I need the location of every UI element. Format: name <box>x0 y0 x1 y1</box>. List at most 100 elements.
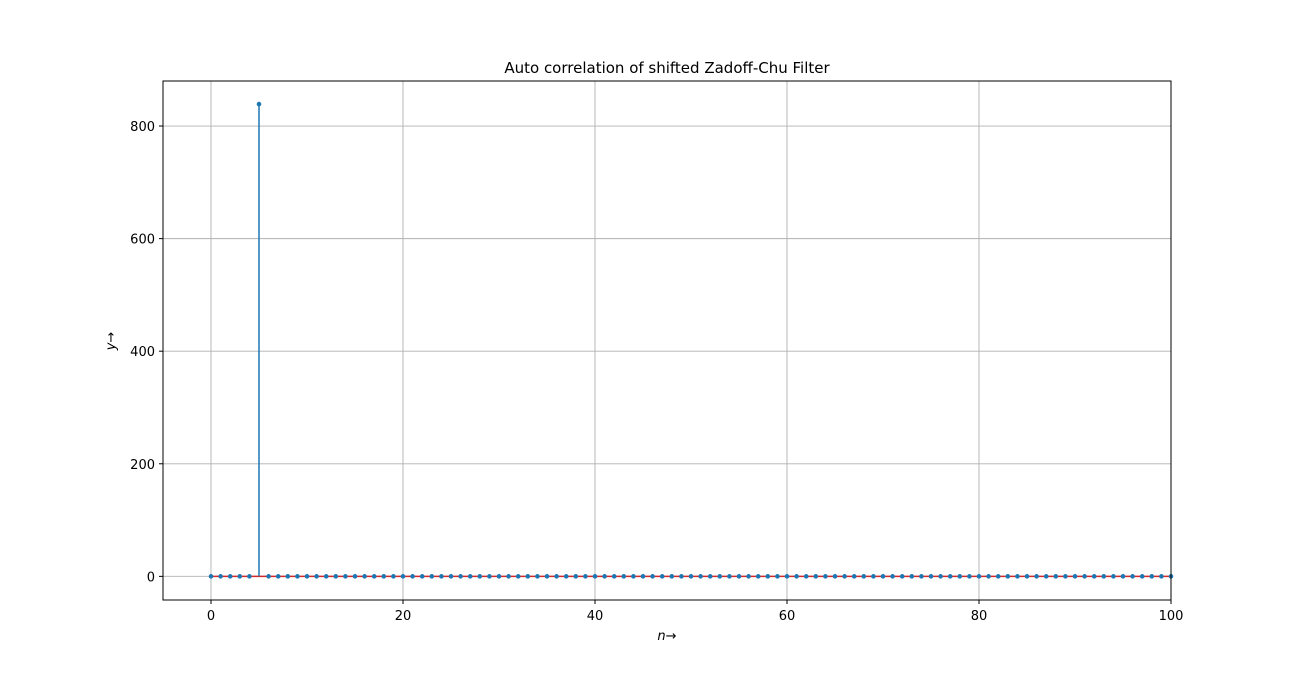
stem-marker <box>890 574 895 579</box>
stem-marker <box>352 574 358 579</box>
stem-marker <box>928 574 934 579</box>
stem-marker <box>256 101 262 107</box>
y-tick-label: 0 <box>147 570 155 585</box>
stem-marker <box>784 574 790 579</box>
stem-marker <box>554 574 559 579</box>
stem-marker <box>631 574 636 579</box>
stem-marker <box>381 574 387 579</box>
x-axis-label: n→ <box>657 629 676 644</box>
stem-marker <box>477 574 483 579</box>
stem-marker <box>573 574 579 579</box>
stem-marker <box>295 574 300 579</box>
stem-marker <box>448 574 454 579</box>
stem-marker <box>621 574 627 579</box>
stem-marker <box>506 574 511 579</box>
stem-marker <box>429 574 435 579</box>
stem-marker <box>602 574 607 579</box>
stem-marker <box>1043 574 1049 579</box>
stem-marker <box>525 574 531 579</box>
stem-marker <box>400 574 406 579</box>
stem-marker <box>832 574 838 579</box>
x-tick-label: 80 <box>971 609 988 624</box>
stem-marker <box>237 574 243 579</box>
stem-marker <box>592 574 598 579</box>
stem-marker <box>938 574 943 579</box>
stem-marker <box>419 574 425 579</box>
stem-marker <box>343 574 348 579</box>
stem-marker <box>218 574 223 579</box>
stem-marker <box>842 574 847 579</box>
stem-marker <box>669 574 675 579</box>
stem-marker <box>640 574 646 579</box>
stem-marker <box>247 574 252 579</box>
stem-marker <box>1120 574 1126 579</box>
stem-marker <box>880 574 886 579</box>
stem-marker <box>947 574 953 579</box>
y-tick-label: 800 <box>130 120 155 135</box>
stem-marker <box>1139 574 1145 579</box>
stem-marker <box>1091 574 1097 579</box>
stem-marker <box>967 574 972 579</box>
stem-marker <box>1101 574 1107 579</box>
stem-marker <box>314 574 319 579</box>
stem-marker <box>410 574 415 579</box>
stem-marker <box>563 574 569 579</box>
stem-marker <box>362 574 367 579</box>
x-axis-ticks: 0 20 40 60 80 100 <box>207 600 1184 624</box>
stem-marker <box>208 574 214 579</box>
stem-marker <box>544 574 550 579</box>
stem-marker <box>1063 574 1068 579</box>
stem-marker <box>775 574 780 579</box>
stem-marker <box>899 574 905 579</box>
stem-marker <box>746 574 751 579</box>
stem-marker <box>1159 574 1164 579</box>
stem-marker <box>391 574 396 579</box>
axes-frame <box>162 80 1172 601</box>
stem-marker <box>1053 574 1059 579</box>
stem-marker <box>467 574 473 579</box>
stem-marker <box>1024 574 1030 579</box>
stem-marker <box>371 574 377 579</box>
stem-marker <box>1034 574 1039 579</box>
stem-marker <box>650 574 655 579</box>
stem-marker <box>285 574 291 579</box>
stem-marker <box>871 574 876 579</box>
stem-marker <box>707 574 713 579</box>
stem-marker <box>823 574 828 579</box>
stem-marker <box>439 574 444 579</box>
stem-marker <box>611 574 617 579</box>
stem-marker <box>688 574 694 579</box>
stem-series <box>208 101 1174 579</box>
stem-marker <box>919 574 924 579</box>
chart-title: Auto correlation of shifted Zadoff-Chu F… <box>504 59 830 77</box>
stem-marker <box>755 574 761 579</box>
stem-marker <box>736 574 742 579</box>
stem-marker <box>851 574 857 579</box>
stem-marker <box>1130 574 1135 579</box>
stem-marker <box>1015 574 1020 579</box>
y-axis-label: y→ <box>104 332 119 352</box>
x-tick-label: 60 <box>779 609 796 624</box>
y-axis-ticks: 0 200 400 600 800 <box>130 120 163 585</box>
stem-marker <box>659 574 665 579</box>
stem-marker <box>458 574 463 579</box>
stem-marker <box>794 574 799 579</box>
stem-marker <box>717 574 723 579</box>
stem-marker <box>698 574 703 579</box>
y-tick-label: 200 <box>130 458 155 473</box>
stem-marker <box>986 574 991 579</box>
y-tick-label: 400 <box>130 345 155 360</box>
stem-marker <box>496 574 502 579</box>
stem-marker <box>861 574 867 579</box>
stem-marker <box>333 574 339 579</box>
x-tick-label: 100 <box>1159 609 1184 624</box>
stem-marker <box>266 574 271 579</box>
stem-marker <box>976 574 982 579</box>
stem-marker <box>995 574 1001 579</box>
stem-marker <box>727 574 732 579</box>
stem-marker <box>487 574 492 579</box>
stem-marker <box>765 574 771 579</box>
x-tick-label: 20 <box>395 609 412 624</box>
stem-marker <box>583 574 588 579</box>
